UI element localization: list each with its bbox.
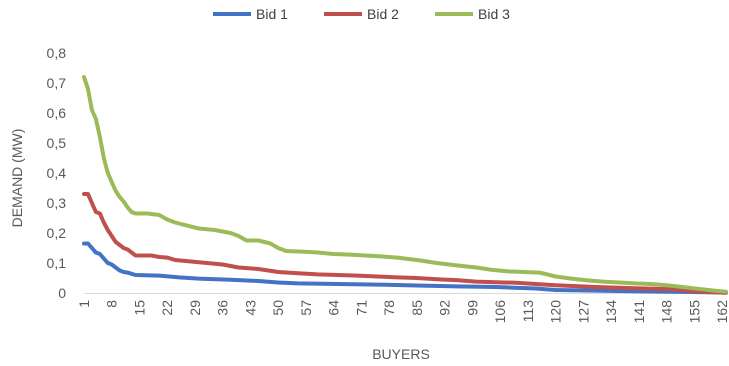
x-tick-label: 78 xyxy=(381,300,397,316)
y-tick-label: 0,7 xyxy=(47,75,67,91)
x-tick-label: 92 xyxy=(437,300,453,316)
legend-label-bid-2: Bid 2 xyxy=(367,6,399,22)
x-tick-label: 50 xyxy=(270,300,286,316)
x-tick-label: 22 xyxy=(159,300,175,316)
x-tick-label: 113 xyxy=(520,300,536,323)
x-tick-label: 71 xyxy=(353,300,369,316)
x-tick-label: 106 xyxy=(492,300,508,324)
x-tick-label: 15 xyxy=(131,300,147,316)
x-tick-label: 29 xyxy=(187,300,203,316)
y-tick-label: 0,1 xyxy=(47,255,67,271)
x-tick-label: 127 xyxy=(575,300,591,324)
legend: Bid 1 Bid 2 Bid 3 xyxy=(213,6,510,22)
y-tick-label: 0 xyxy=(58,285,66,301)
x-tick-label: 85 xyxy=(409,300,425,316)
y-tick-label: 0,3 xyxy=(47,195,67,211)
x-tick-label: 148 xyxy=(659,300,675,324)
x-axis-title: BUYERS xyxy=(372,346,430,362)
plot-area xyxy=(82,75,728,295)
x-tick-label: 162 xyxy=(714,300,729,324)
y-tick-label: 0,2 xyxy=(47,225,67,241)
x-tick-label: 8 xyxy=(104,300,120,308)
y-tick-label: 0,6 xyxy=(47,105,67,121)
legend-label-bid-1: Bid 1 xyxy=(256,6,288,22)
y-tick-label: 0,4 xyxy=(47,165,67,181)
x-tick-label: 155 xyxy=(686,300,702,324)
x-axis: 1 8 15 22 29 36 43 50 57 64 71 78 85 92 99 106 113 120 127… xyxy=(76,293,729,324)
series-line-bid-1 xyxy=(82,241,728,295)
y-tick-label: 0,5 xyxy=(47,135,67,151)
x-tick-label: 120 xyxy=(548,300,564,324)
y-axis: 0 0,1 0,2 0,3 0,4 0,5 0,6 0,7 0,8 xyxy=(47,45,67,301)
x-tick-label: 64 xyxy=(326,300,342,316)
series-line-bid-2 xyxy=(82,192,728,295)
x-tick-label: 57 xyxy=(298,300,314,316)
x-tick-label: 36 xyxy=(215,300,231,316)
legend-label-bid-3: Bid 3 xyxy=(478,6,510,22)
x-tick-label: 43 xyxy=(242,300,258,316)
x-tick-label: 99 xyxy=(464,300,480,316)
series-line-bid-3 xyxy=(82,75,728,294)
x-tick-label: 1 xyxy=(76,300,92,308)
y-axis-title: DEMAND (MW) xyxy=(9,129,25,228)
y-tick-label: 0,8 xyxy=(47,45,67,61)
x-tick-label: 134 xyxy=(603,300,619,324)
x-tick-label: 141 xyxy=(631,300,647,324)
